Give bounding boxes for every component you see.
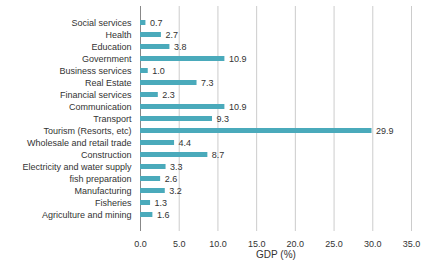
- svg-text:7.3: 7.3: [201, 78, 214, 88]
- svg-text:Manufacturing: Manufacturing: [74, 186, 131, 196]
- svg-text:2.3: 2.3: [162, 90, 175, 100]
- svg-text:Financial services: Financial services: [60, 90, 132, 100]
- svg-text:Construction: Construction: [81, 150, 132, 160]
- svg-text:4.4: 4.4: [179, 138, 192, 148]
- svg-text:10.9: 10.9: [229, 102, 247, 112]
- svg-text:5.0: 5.0: [173, 239, 186, 249]
- svg-text:15.0: 15.0: [248, 239, 266, 249]
- svg-text:Business services: Business services: [59, 66, 132, 76]
- svg-text:Fisheries: Fisheries: [95, 198, 132, 208]
- svg-text:35.0: 35.0: [403, 239, 421, 249]
- svg-text:3.3: 3.3: [170, 162, 183, 172]
- svg-text:Social services: Social services: [71, 18, 132, 28]
- svg-text:3.2: 3.2: [169, 186, 182, 196]
- svg-text:0.0: 0.0: [134, 239, 147, 249]
- svg-text:1.3: 1.3: [155, 198, 168, 208]
- svg-text:Agriculture and mining: Agriculture and mining: [42, 210, 132, 220]
- svg-text:fish preparation: fish preparation: [69, 174, 131, 184]
- svg-text:9.3: 9.3: [217, 114, 230, 124]
- svg-text:0.7: 0.7: [150, 18, 163, 28]
- svg-text:25.0: 25.0: [325, 239, 343, 249]
- svg-text:Real Estate: Real Estate: [85, 78, 132, 88]
- svg-text:20.0: 20.0: [287, 239, 305, 249]
- svg-text:1.6: 1.6: [157, 210, 170, 220]
- svg-text:30.0: 30.0: [364, 239, 382, 249]
- svg-text:10.0: 10.0: [209, 239, 227, 249]
- svg-text:10.9: 10.9: [229, 54, 247, 64]
- svg-text:Education: Education: [91, 42, 131, 52]
- svg-text:3.8: 3.8: [174, 42, 187, 52]
- svg-text:Wholesale and retail trade: Wholesale and retail trade: [27, 138, 132, 148]
- svg-text:GDP (%): GDP (%): [256, 249, 296, 260]
- svg-text:29.9: 29.9: [376, 126, 394, 136]
- svg-text:2.6: 2.6: [165, 174, 178, 184]
- svg-text:1.0: 1.0: [152, 66, 165, 76]
- svg-text:Transport: Transport: [93, 114, 132, 124]
- svg-text:Tourism (Resorts, etc): Tourism (Resorts, etc): [43, 126, 131, 136]
- svg-text:8.7: 8.7: [212, 150, 225, 160]
- svg-text:Electricity and water supply: Electricity and water supply: [22, 162, 132, 172]
- svg-text:Communication: Communication: [69, 102, 132, 112]
- svg-text:Government: Government: [82, 54, 132, 64]
- svg-text:2.7: 2.7: [165, 30, 178, 40]
- svg-text:Health: Health: [105, 30, 131, 40]
